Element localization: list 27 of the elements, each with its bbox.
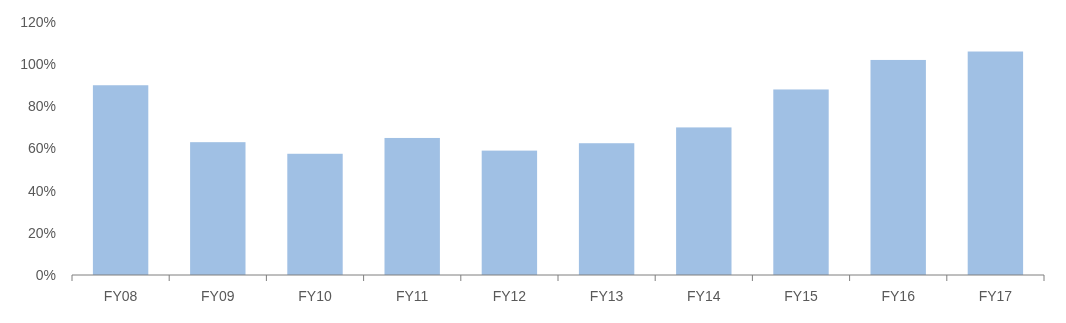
bar [287, 153, 343, 275]
bar [384, 137, 440, 275]
x-tick-label: FY09 [201, 288, 235, 304]
y-tick-label: 60% [27, 140, 56, 157]
x-tick-label: FY17 [978, 288, 1013, 304]
bar [676, 127, 732, 275]
bar [190, 142, 246, 275]
bar [92, 85, 149, 275]
y-tick-label: 100% [20, 56, 56, 73]
x-tick-label: FY11 [395, 288, 429, 304]
bar [870, 59, 926, 275]
bar [578, 143, 635, 275]
x-tick-label: FY15 [784, 288, 818, 304]
y-tick-label: 40% [27, 182, 56, 199]
x-tick-label: FY16 [881, 288, 916, 304]
bar [967, 51, 1024, 275]
x-tick-label: FY14 [687, 288, 721, 304]
bar [481, 150, 538, 275]
x-tick-label: FY10 [298, 288, 332, 304]
x-tick-label: FY12 [492, 288, 527, 304]
bar [773, 89, 829, 275]
x-tick-label: FY08 [103, 288, 138, 304]
y-tick-label: 120% [20, 13, 56, 30]
y-tick-label: 20% [27, 224, 56, 241]
x-tick-label: FY13 [589, 288, 624, 304]
y-tick-label: 80% [27, 98, 56, 115]
y-tick-label: 0% [35, 266, 56, 283]
